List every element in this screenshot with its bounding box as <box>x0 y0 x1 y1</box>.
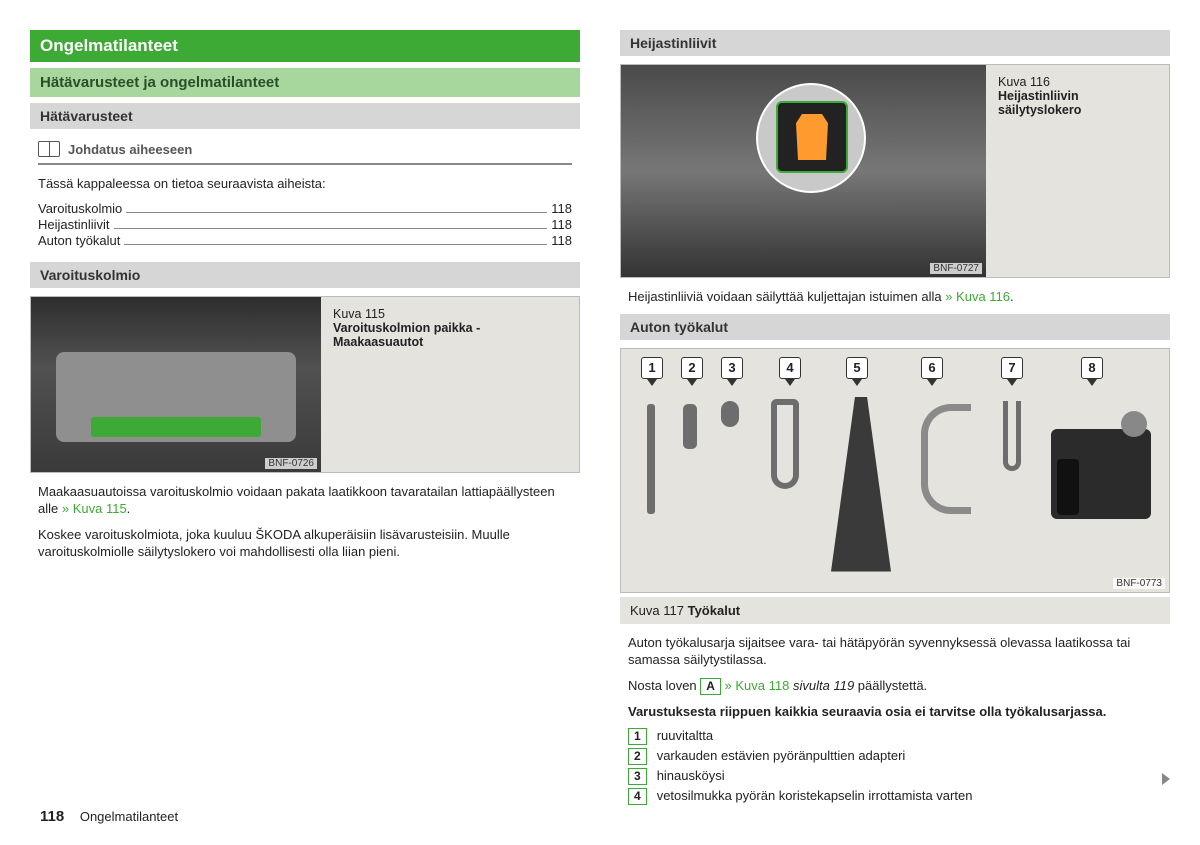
paragraph: Heijastinliiviä voidaan säilyttää kuljet… <box>628 288 1162 306</box>
toc-row[interactable]: Varoituskolmio 118 <box>38 201 572 216</box>
toc-label: Auton työkalut <box>38 233 120 248</box>
heading-warning-triangle: Varoituskolmio <box>30 262 580 288</box>
continue-arrow-icon <box>1162 773 1170 785</box>
intro-heading: Johdatus aiheeseen <box>38 137 572 165</box>
toc-row[interactable]: Heijastinliivit 118 <box>38 217 572 232</box>
paragraph: Nosta loven A » Kuva 118 sivulta 119 pää… <box>628 677 1162 695</box>
tool-number-label: 1 <box>641 357 663 379</box>
tool-number-label: 5 <box>846 357 868 379</box>
heading-vests: Heijastinliivit <box>620 30 1170 56</box>
toc-label: Varoituskolmio <box>38 201 122 216</box>
figure-115-caption: Kuva 115 Varoituskolmion paikka - Maakaa… <box>321 297 579 472</box>
right-column: Heijastinliivit BNF-0727 Kuva 116 Heijas… <box>620 30 1170 809</box>
book-icon <box>38 141 60 157</box>
intro-text: Tässä kappaleessa on tietoa seuraavista … <box>38 175 572 193</box>
heading-tools: Auton työkalut <box>620 314 1170 340</box>
figure-link[interactable]: » Kuva 115 <box>62 501 127 516</box>
image-tag: BNF-0726 <box>265 458 317 469</box>
left-column: Ongelmatilanteet Hätävarusteet ja ongelm… <box>30 30 580 809</box>
figure-116: BNF-0727 Kuva 116 Heijastinliivin säilyt… <box>620 64 1170 278</box>
table-of-contents: Varoituskolmio 118 Heijastinliivit 118 A… <box>38 201 572 248</box>
key-ref: A <box>700 678 721 695</box>
toc-label: Heijastinliivit <box>38 217 110 232</box>
list-item: 1ruuvitaltta <box>628 728 1162 745</box>
figure-117: 123 4 5 6 7 8 BNF-0773 <box>620 348 1170 593</box>
vest-icon <box>792 114 832 160</box>
tool-number-label: 6 <box>921 357 943 379</box>
page-footer: 118 Ongelmatilanteet <box>40 808 178 825</box>
tool-number-label: 3 <box>721 357 743 379</box>
toc-page: 118 <box>551 233 572 248</box>
figure-115-photo: BNF-0726 <box>31 297 321 472</box>
figure-116-photo: BNF-0727 <box>621 65 986 277</box>
toc-page: 118 <box>551 217 572 232</box>
tool-number-label: 2 <box>681 357 703 379</box>
list-item: 2varkauden estävien pyöränpulttien adapt… <box>628 748 1162 765</box>
paragraph: Auton työkalusarja sijaitsee vara- tai h… <box>628 634 1162 669</box>
figure-link[interactable]: » Kuva 118 <box>721 678 793 693</box>
list-item: 3hinausköysi <box>628 768 1162 785</box>
tool-number-label: 8 <box>1081 357 1103 379</box>
paragraph: Koskee varoituskolmiota, joka kuuluu ŠKO… <box>38 526 572 561</box>
figure-115: BNF-0726 Kuva 115 Varoituskolmion paikka… <box>30 296 580 473</box>
figure-link[interactable]: » Kuva 116 <box>945 289 1010 304</box>
heading-level3-equipment: Hätävarusteet <box>30 103 580 129</box>
footer-title: Ongelmatilanteet <box>80 809 178 824</box>
figure-116-caption: Kuva 116 Heijastinliivin säilytyslokero <box>986 65 1169 277</box>
page-number: 118 <box>40 808 64 825</box>
image-tag: BNF-0727 <box>930 263 982 274</box>
toc-row[interactable]: Auton työkalut 118 <box>38 233 572 248</box>
image-tag: BNF-0773 <box>1113 578 1165 589</box>
paragraph: Maakaasuautoissa varoituskolmio voidaan … <box>38 483 572 518</box>
heading-level2: Hätävarusteet ja ongelmatilanteet <box>30 68 580 97</box>
tool-list: 1ruuvitaltta 2varkauden estävien pyöränp… <box>628 728 1162 805</box>
tool-number-label: 4 <box>779 357 801 379</box>
toc-page: 118 <box>551 201 572 216</box>
intro-heading-text: Johdatus aiheeseen <box>68 142 192 157</box>
tool-number-label: 7 <box>1001 357 1023 379</box>
figure-117-caption: Kuva 117 Työkalut <box>620 597 1170 624</box>
list-item: 4vetosilmukka pyörän koristekapselin irr… <box>628 788 1162 805</box>
paragraph-bold: Varustuksesta riippuen kaikkia seuraavia… <box>628 703 1162 721</box>
heading-level1: Ongelmatilanteet <box>30 30 580 62</box>
